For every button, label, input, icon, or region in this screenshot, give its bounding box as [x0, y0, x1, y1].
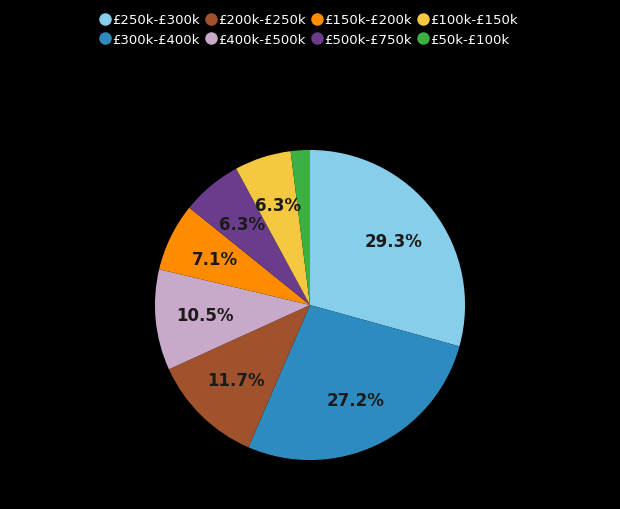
Wedge shape [155, 270, 310, 370]
Wedge shape [189, 169, 310, 305]
Text: 29.3%: 29.3% [365, 233, 423, 250]
Text: 6.3%: 6.3% [219, 215, 265, 234]
Text: 10.5%: 10.5% [176, 306, 234, 325]
Wedge shape [249, 305, 459, 460]
Wedge shape [169, 305, 310, 447]
Text: 11.7%: 11.7% [207, 372, 265, 389]
Text: 6.3%: 6.3% [255, 196, 301, 214]
Text: 27.2%: 27.2% [327, 391, 384, 409]
Text: 7.1%: 7.1% [192, 250, 238, 268]
Legend: £250k-£300k, £300k-£400k, £200k-£250k, £400k-£500k, £150k-£200k, £500k-£750k, £1: £250k-£300k, £300k-£400k, £200k-£250k, £… [98, 10, 522, 51]
Wedge shape [159, 208, 310, 305]
Wedge shape [291, 151, 310, 305]
Wedge shape [310, 151, 465, 347]
Wedge shape [236, 152, 310, 305]
